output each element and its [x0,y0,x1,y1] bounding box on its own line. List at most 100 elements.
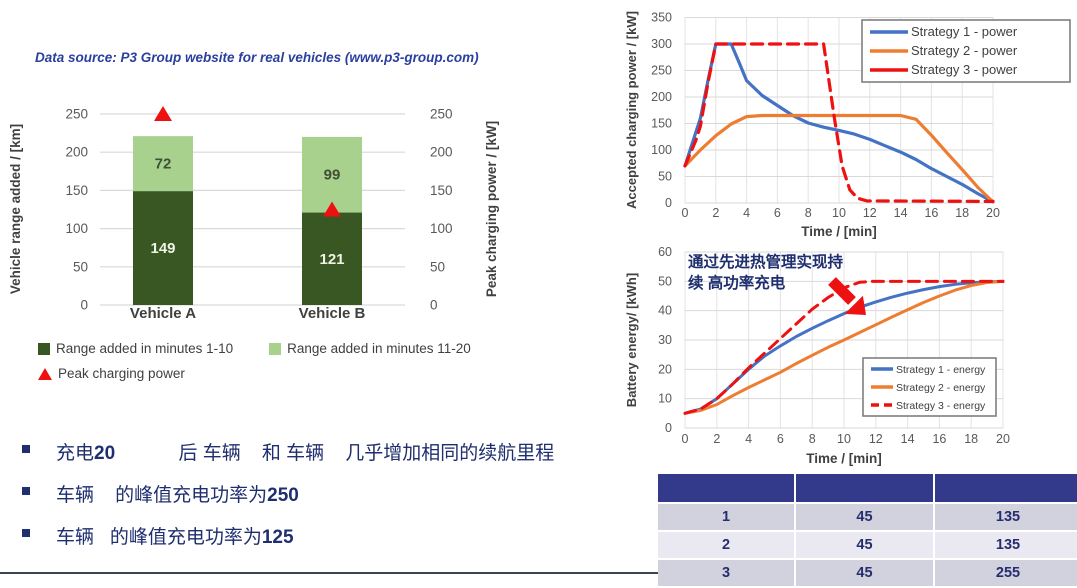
x-tick: 14 [901,432,915,446]
y-tick-left: 0 [80,298,88,313]
square-bullet-icon [22,487,30,495]
table-cell: 3 [658,560,794,586]
x-tick: 6 [777,432,784,446]
legend-label: Strategy 2 - power [911,43,1018,58]
y-axis-label-right: Peak charging power / [kW] [484,121,499,297]
x-tick: 10 [832,206,846,220]
bullet-item: 车辆 的峰值充电功率为125 [16,522,554,549]
y-tick-left: 100 [65,221,88,236]
legend-label: Range added in minutes 11-20 [287,341,471,356]
y-axis-label: Accepted charging power / [kW] [624,11,639,209]
legend-label: Strategy 3 - power [911,62,1018,77]
x-tick: 16 [924,206,938,220]
y-tick-left: 50 [73,259,88,274]
x-tick: 12 [869,432,883,446]
table-cell: 255 [935,560,1077,586]
y-tick-right: 50 [430,259,445,274]
bar-segment-early [133,191,193,305]
x-tick: 6 [774,206,781,220]
y-tick-left: 150 [65,183,88,198]
annotation-arrow-icon [828,277,856,305]
bullet-list: 充电20 后 车辆 和 车辆 几乎增加相同的续航里程 车辆 的峰值充电功率为250… [16,438,554,564]
vehicle-range-bar-chart: 0 0 50 50 100 100 150 150 200 200 250 250 72 149 Vehic… [8,106,499,322]
bullet-item: 充电20 后 车辆 和 车辆 几乎增加相同的续航里程 [16,438,554,465]
y-tick: 0 [665,196,672,210]
bar-value-label: 72 [155,156,172,173]
y-tick: 100 [651,143,672,157]
series-line [683,113,995,204]
y-axis-label-left: Vehicle range added / [km] [8,124,23,294]
x-tick: 4 [743,206,750,220]
y-tick-left: 200 [65,145,88,160]
series-line [683,279,1005,415]
bar-legend-row-1: Range added in minutes 1-10 Range added … [38,341,538,356]
y-tick: 50 [658,170,672,184]
table-header-cell [658,474,794,502]
legend-label: Strategy 3 - energy [896,400,986,412]
bar-segment-early [302,212,362,305]
x-tick: 16 [932,432,946,446]
legend-item-peak-power: Peak charging power [38,366,185,381]
y-tick-right: 250 [430,107,453,122]
x-tick: 18 [955,206,969,220]
x-tick: 8 [805,206,812,220]
y-axis-label: Battery energy/ [kWh] [624,273,639,407]
x-category-label: Vehicle B [299,305,366,322]
legend-label: Strategy 2 - energy [896,382,986,394]
bullet-text: 充电20 后 车辆 和 车辆 几乎增加相同的续航里程 [56,443,555,464]
table-header-cell [796,474,933,502]
square-bullet-icon [22,529,30,537]
x-tick: 14 [894,206,908,220]
x-tick: 18 [964,432,978,446]
annotation-text: 续 高功率充电 [688,273,786,292]
legend-item-range-11-20: Range added in minutes 11-20 [269,341,471,356]
peak-power-marker-icon [323,201,341,217]
bar-value-label: 99 [324,167,341,184]
x-tick: 0 [682,432,689,446]
y-tick: 20 [658,362,672,376]
y-tick-right: 100 [430,221,453,236]
bar-chart-legend: Range added in minutes 1-10 Range added … [38,341,538,391]
y-tick: 250 [651,64,672,78]
dark-green-square-icon [38,342,50,355]
x-axis-label: Time / [min] [806,451,882,466]
table-cell: 45 [796,532,933,558]
table-cell: 45 [796,560,933,586]
charging-power-line-chart: 0 2 4 6 8 10 12 14 16 18 20050100150200250300350Ac… [624,11,1071,239]
legend-label: Strategy 1 - power [911,24,1018,39]
y-tick: 40 [658,304,672,318]
annotation-arrow-icon [844,295,866,315]
data-source-note: Data source: P3 Group website for real v… [35,50,479,65]
battery-energy-line-chart: 0 2 4 6 8 10 12 14 16 18 20 0 10 20 30 40 50 60 Battery en… [624,245,1010,466]
series-line [683,279,1005,415]
light-green-square-icon [269,342,282,355]
table-cell: 1 [658,504,794,530]
summary-table: 1 45 135 2 45 135 3 45 255 [658,474,1077,586]
bullet-text: 车辆 的峰值充电功率为250 [56,485,299,506]
table-cell: 135 [935,504,1077,530]
square-bullet-icon [22,445,30,453]
table-cell: 45 [796,504,933,530]
legend-label: Strategy 1 - energy [896,364,986,376]
bar-segment-late [133,136,193,192]
y-tick: 300 [651,37,672,51]
y-tick: 150 [651,117,672,131]
y-tick-left: 250 [65,107,88,122]
table-cell: 135 [935,532,1077,558]
legend-label: Peak charging power [58,366,185,381]
bar-value-label: 121 [319,251,344,268]
bar-segment-late [302,136,362,213]
y-tick: 10 [658,392,672,406]
y-tick-right: 0 [430,298,438,313]
y-tick: 50 [658,274,672,288]
x-axis-label: Time / [min] [801,224,877,239]
bar-legend-row-2: Peak charging power [38,366,538,381]
footer-divider-line [0,572,1077,574]
table-header-cell [935,474,1077,502]
x-tick: 20 [996,432,1010,446]
y-tick: 0 [665,421,672,435]
x-category-label: Vehicle A [130,305,196,322]
red-triangle-icon [38,367,52,380]
x-tick: 8 [809,432,816,446]
